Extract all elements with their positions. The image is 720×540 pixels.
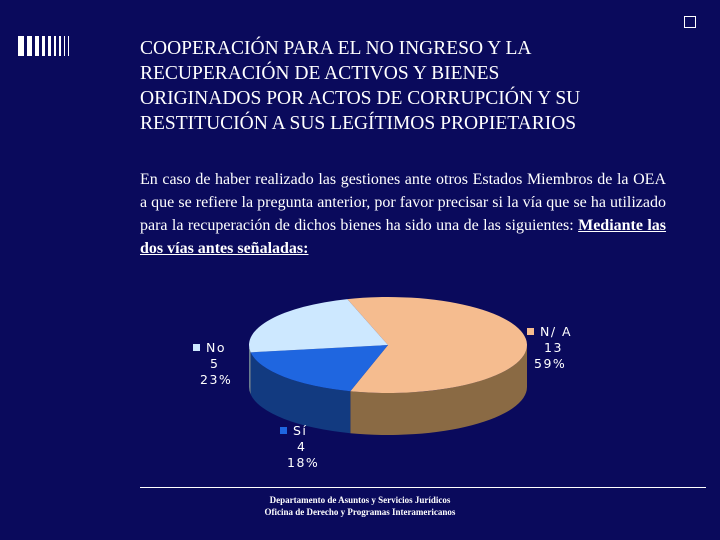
pie-label-value: 5	[210, 356, 219, 371]
title-line: COOPERACIÓN PARA EL NO INGRESO Y LA	[140, 38, 532, 59]
title-line: RESTITUCIÓN A SUS LEGÍTIMOS PROPIETARIOS	[140, 113, 577, 134]
square-bullet-icon	[684, 16, 696, 28]
pie-label-percent: 59%	[534, 356, 566, 371]
pie-label-value: 13	[544, 340, 563, 355]
legend-swatch	[527, 328, 534, 335]
pie-slice-side	[250, 352, 351, 434]
pie-label-name: N/ A	[540, 324, 572, 339]
pie-slice-side	[249, 345, 251, 395]
pie-slice	[249, 299, 388, 353]
question-body: En caso de haber realizado las gestiones…	[140, 171, 666, 234]
legend-swatch	[280, 427, 287, 434]
title-line: ORIGINADOS POR ACTOS DE CORRUPCIÓN Y SU	[140, 88, 581, 109]
pie-label-name: Sí	[293, 423, 307, 438]
question-emphasis: Mediante las dos vías antes señaladas:	[140, 217, 667, 257]
footer: Departamento de Asuntos y Servicios Jurí…	[200, 494, 520, 518]
question-text: En caso de haber realizado las gestiones…	[140, 168, 666, 260]
pie-label-percent: 18%	[287, 455, 319, 470]
pie-label-percent: 23%	[200, 372, 232, 387]
title-line: RECUPERACIÓN DE ACTIVOS Y BIENES	[140, 63, 500, 84]
pie-slice	[347, 297, 528, 393]
legend-swatch	[193, 344, 200, 351]
pie-slice-side	[350, 345, 527, 435]
slide-title: COOPERACIÓN PARA EL NO INGRESO Y LA RECU…	[140, 36, 700, 136]
footer-office: Oficina de Derecho y Programas Interamer…	[264, 507, 456, 517]
footer-divider	[140, 487, 706, 488]
pie-slice	[250, 345, 388, 392]
pie-label-name: No	[206, 340, 226, 355]
pie-label-value: 4	[297, 439, 306, 454]
footer-department: Departamento de Asuntos y Servicios Jurí…	[269, 495, 451, 505]
